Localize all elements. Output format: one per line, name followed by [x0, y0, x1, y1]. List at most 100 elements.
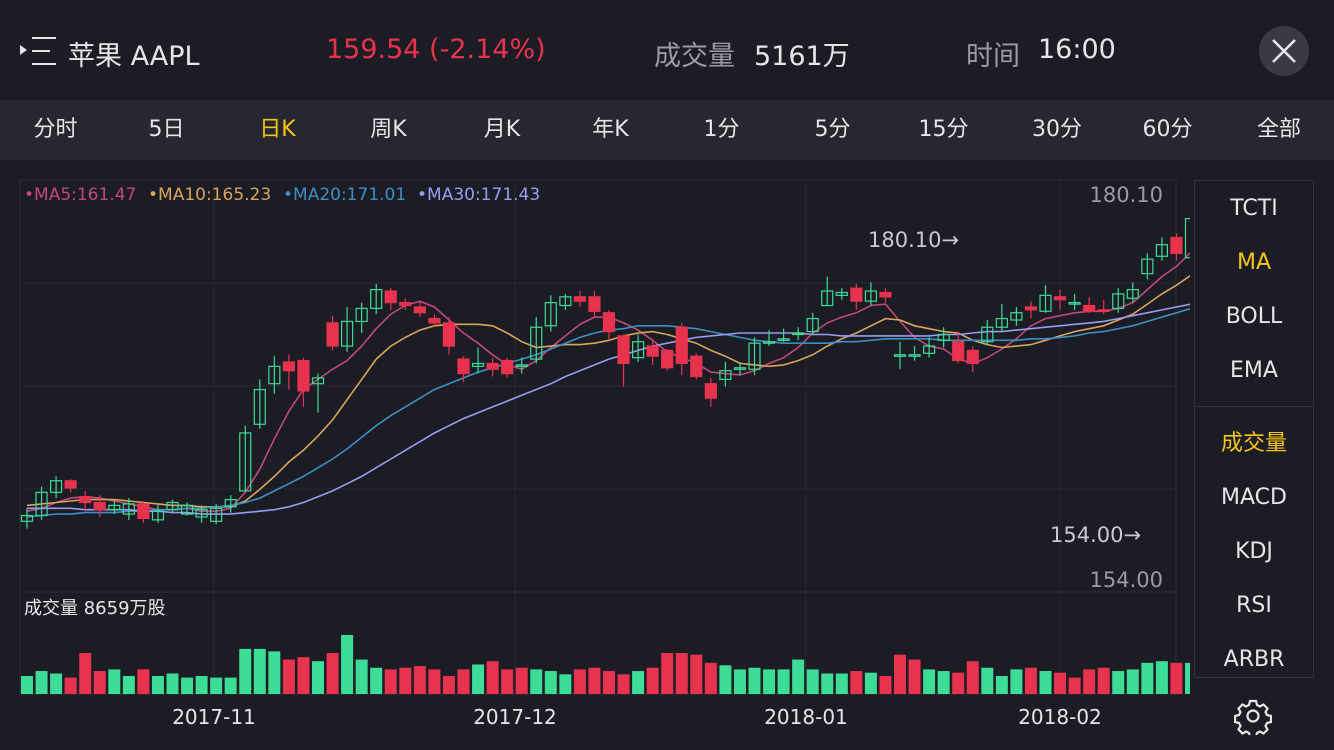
tab-60min[interactable]: 60分: [1142, 117, 1193, 142]
candlestick-chart[interactable]: •MA5:161.47 •MA10:165.23 •MA20:171.01 •MA30…: [0, 160, 1190, 750]
volume-bar: [108, 669, 121, 694]
candle-body: [297, 359, 310, 392]
tab-5min[interactable]: 5分: [814, 117, 851, 142]
candle-body: [573, 296, 587, 302]
volume-bar: [559, 674, 572, 694]
tab-all[interactable]: 全部: [1256, 117, 1301, 142]
volume-bar: [1097, 667, 1110, 694]
tab-yearly-k[interactable]: 年K: [592, 117, 629, 142]
candle-body: [530, 326, 543, 360]
ma10-line: [26, 274, 1190, 508]
candle-body: [49, 480, 63, 493]
indicator-rsi[interactable]: RSI: [1236, 593, 1272, 618]
candle-body: [675, 326, 688, 365]
candle-body: [35, 491, 48, 517]
tab-30min[interactable]: 30分: [1032, 117, 1082, 142]
candle-body: [733, 367, 747, 370]
volume-bar: [326, 653, 339, 694]
volume-bar: [981, 667, 994, 694]
volume-bar: [573, 669, 586, 694]
chart-frame: [19, 179, 1177, 695]
tab-weekly-k[interactable]: 周K: [370, 117, 407, 142]
candle-body: [762, 341, 776, 344]
volume-bar: [1112, 671, 1125, 694]
candle-body: [1010, 312, 1023, 321]
volume-bar: [864, 672, 877, 694]
volume-bar: [501, 669, 514, 694]
volume-bar: [544, 671, 557, 694]
settings-button[interactable]: [1233, 697, 1273, 739]
gear-icon: [1233, 699, 1273, 739]
candle-body: [922, 345, 936, 354]
close-button[interactable]: [1259, 26, 1309, 76]
candle-body: [1068, 302, 1081, 305]
candle-body: [821, 290, 834, 307]
tab-monthly-k[interactable]: 月K: [483, 117, 521, 142]
candle-body: [370, 288, 383, 310]
volume-bar: [239, 648, 252, 694]
divider: [1195, 406, 1313, 407]
volume-bar: [355, 659, 368, 694]
candle-body: [995, 317, 1008, 328]
volume-bar: [457, 669, 470, 694]
volume-bar: [1068, 677, 1081, 694]
indicator-boll[interactable]: BOLL: [1225, 304, 1283, 329]
candle-body: [1184, 218, 1190, 259]
tab-5day[interactable]: 5日: [148, 117, 185, 142]
volume-bar: [763, 669, 776, 694]
indicator-kdj[interactable]: KDJ: [1235, 539, 1273, 564]
volume-bar: [937, 671, 950, 694]
volume-bar: [1170, 662, 1183, 694]
indicator-ma[interactable]: MA: [1236, 250, 1272, 275]
volume-bar: [603, 671, 615, 694]
volume-bar: [588, 667, 601, 694]
indicator-macd[interactable]: MACD: [1221, 485, 1287, 510]
volume-bar: [733, 669, 746, 694]
candle-body: [180, 504, 194, 515]
tab-daily-k[interactable]: 日K: [259, 117, 296, 142]
volume-bar: [923, 669, 936, 694]
indicator-tcti[interactable]: TCTI: [1230, 196, 1278, 221]
candle-body: [544, 302, 557, 327]
candle-body: [893, 354, 907, 357]
volume-bar: [224, 677, 237, 694]
volume-bar: [210, 677, 223, 694]
volume-bar: [21, 675, 33, 694]
volume-bar: [370, 667, 383, 694]
volume-bar: [1126, 669, 1139, 694]
ma20-line: [26, 307, 1190, 518]
candle-body: [646, 345, 659, 357]
volume-bar: [894, 654, 906, 694]
candle-body: [792, 332, 805, 336]
candle-body: [937, 333, 950, 341]
tab-1min[interactable]: 1分: [703, 117, 740, 142]
period-tabs: 分时 5日 日K 周K 月K 年K 1分 5分 15分 30分 60分 全部: [0, 100, 1334, 160]
candle-body: [1112, 293, 1125, 310]
volume-bar: [79, 653, 92, 694]
candle-body: [413, 306, 426, 314]
indicator-panel: TCTI MA BOLL EMA 成交量 MACD KDJ RSI ARBR: [1194, 180, 1314, 678]
volume-bar: [806, 669, 819, 694]
ma-legend-2: •MA20:171.01: [283, 185, 406, 205]
indicator-ema[interactable]: EMA: [1230, 358, 1278, 383]
volume-bar: [1024, 667, 1037, 694]
indicator-volume[interactable]: 成交量: [1220, 431, 1287, 456]
volume-bar: [1039, 671, 1052, 694]
volume-bar: [719, 665, 732, 694]
menu-icon[interactable]: [20, 34, 58, 68]
volume-bar: [690, 654, 703, 694]
candle-body: [1155, 244, 1169, 257]
candle-body: [384, 290, 397, 304]
candle-body: [864, 290, 878, 302]
volume-bar: [646, 667, 659, 694]
volume-bar: [428, 669, 441, 694]
tab-15min[interactable]: 15分: [918, 117, 969, 142]
volume-bar: [64, 677, 77, 694]
candle-body: [93, 501, 106, 511]
candle-body: [1097, 309, 1110, 312]
tab-intraday[interactable]: 分时: [33, 117, 78, 142]
candle-body: [166, 501, 179, 511]
volume-value: 5161万: [754, 41, 850, 72]
indicator-arbr[interactable]: ARBR: [1223, 647, 1285, 672]
volume-bar: [413, 666, 426, 694]
